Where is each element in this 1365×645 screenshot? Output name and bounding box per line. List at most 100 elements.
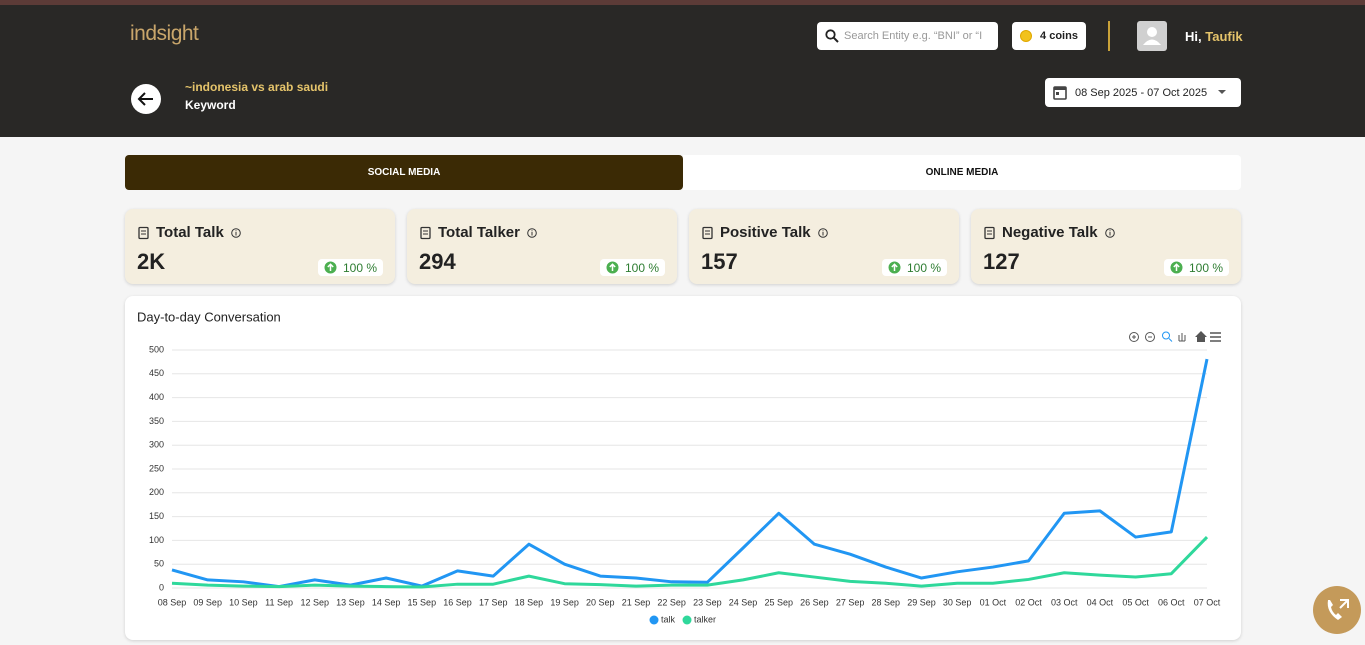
x-tick-label: 03 Oct <box>1051 597 1078 607</box>
coin-icon <box>1020 30 1033 42</box>
change-text: 100 % <box>624 260 659 275</box>
info-icon[interactable] <box>817 227 829 239</box>
series-line <box>171 358 1209 589</box>
x-tick-label: 08 Sep <box>158 597 187 607</box>
topic-type: Keyword <box>185 98 236 112</box>
back-button[interactable] <box>131 84 161 114</box>
toolbar <box>1129 331 1221 342</box>
user-name: Taufik <box>1205 29 1243 44</box>
up-icon <box>888 261 901 274</box>
up-icon <box>324 261 337 274</box>
card-title-text: Total Talk <box>156 224 224 241</box>
avatar[interactable] <box>1137 21 1167 51</box>
change-badge: 100 % <box>881 259 947 276</box>
legend-label: talk <box>661 614 676 624</box>
card-title-text: Positive Talk <box>720 224 811 241</box>
card-title: Total Talker <box>419 224 538 241</box>
x-tick-label: 15 Sep <box>408 597 437 607</box>
pan-icon[interactable] <box>1178 333 1186 342</box>
calendar-icon <box>1053 86 1067 100</box>
y-tick-label: 50 <box>154 559 164 569</box>
x-tick-label: 09 Sep <box>193 597 222 607</box>
x-tick-label: 20 Sep <box>586 597 615 607</box>
avatar-icon <box>1143 27 1161 45</box>
menu-icon[interactable] <box>1210 332 1221 342</box>
x-tick-label: 12 Sep <box>300 597 329 607</box>
x-tick-label: 23 Sep <box>693 597 722 607</box>
y-tick-label: 0 <box>159 582 164 592</box>
y-tick-label: 450 <box>149 368 164 378</box>
x-tick-label: 14 Sep <box>372 597 401 607</box>
coins-label: 4 coins <box>1040 30 1078 42</box>
zoom-in-icon[interactable] <box>1129 332 1139 342</box>
change-text: 100 % <box>906 260 941 275</box>
change-badge: 100 % <box>599 259 665 276</box>
y-tick-label: 200 <box>149 487 164 497</box>
card-value: 294 <box>419 249 456 274</box>
y-tick-label: 400 <box>149 392 164 402</box>
series-line <box>171 536 1209 589</box>
search-box[interactable]: Search Entity e.g. “BNI” or “I <box>817 22 998 50</box>
card-icon <box>420 226 431 239</box>
info-icon[interactable] <box>1104 227 1116 239</box>
zoom-out-icon[interactable] <box>1145 332 1155 342</box>
x-tick-label: 27 Sep <box>836 597 865 607</box>
x-tick-label: 26 Sep <box>800 597 829 607</box>
x-tick-label: 04 Oct <box>1087 597 1114 607</box>
tab-social-media[interactable]: SOCIAL MEDIA <box>125 155 683 190</box>
x-tick-label: 29 Sep <box>907 597 936 607</box>
x-tick-label: 30 Sep <box>943 597 972 607</box>
change-text: 100 % <box>342 260 377 275</box>
home-icon[interactable] <box>1195 331 1207 342</box>
tab-online-media[interactable]: ONLINE MEDIA <box>683 155 1241 190</box>
card-title: Positive Talk <box>701 224 829 241</box>
x-tick-label: 24 Sep <box>729 597 758 607</box>
y-tick-label: 150 <box>149 511 164 521</box>
x-tick-label: 19 Sep <box>550 597 579 607</box>
x-tick-label: 18 Sep <box>515 597 544 607</box>
card-value: 127 <box>983 249 1020 274</box>
stat-card: Positive Talk 157 100 % <box>689 209 959 284</box>
dropdown-icon <box>1218 89 1227 94</box>
back-icon <box>137 92 153 106</box>
x-tick-label: 21 Sep <box>622 597 651 607</box>
card-value: 2K <box>137 249 166 274</box>
contact-button[interactable] <box>1313 586 1361 634</box>
info-icon[interactable] <box>230 227 242 239</box>
x-tick-label: 17 Sep <box>479 597 508 607</box>
search-icon <box>825 29 839 43</box>
logo[interactable]: indsight <box>130 22 199 45</box>
card-title: Total Talk <box>137 224 242 241</box>
divider <box>1108 21 1110 51</box>
stat-card: Total Talker 294 100 % <box>407 209 677 284</box>
card-icon <box>138 226 149 239</box>
date-range: 08 Sep 2025 - 07 Oct 2025 <box>1075 86 1208 99</box>
x-tick-label: 07 Oct <box>1194 597 1221 607</box>
card-title-text: Negative Talk <box>1002 224 1098 241</box>
chart: Day-to-day Conversation 0 50 100 150 200 250 3… <box>137 309 1221 625</box>
x-tick-label: 25 Sep <box>764 597 793 607</box>
y-tick-label: 350 <box>149 416 164 426</box>
date-picker[interactable]: 08 Sep 2025 - 07 Oct 2025 <box>1045 78 1241 107</box>
x-tick-label: 11 Sep <box>265 597 293 607</box>
search-placeholder: Search Entity e.g. “BNI” or “I <box>844 30 983 42</box>
x-tick-label: 10 Sep <box>229 597 258 607</box>
info-icon[interactable] <box>526 227 538 239</box>
topic-title: ~indonesia vs arab saudi <box>185 80 329 94</box>
greeting: Hi, Taufik <box>1185 29 1243 44</box>
contact-icon <box>1327 599 1349 620</box>
legend-label: talker <box>694 614 716 624</box>
up-icon <box>1170 261 1183 274</box>
zoom-select-icon[interactable] <box>1162 331 1173 342</box>
x-tick-label: 16 Sep <box>443 597 472 607</box>
up-icon <box>606 261 619 274</box>
legend-marker <box>682 615 692 625</box>
x-tick-label: 05 Oct <box>1122 597 1149 607</box>
x-tick-label: 28 Sep <box>872 597 901 607</box>
x-tick-label: 22 Sep <box>657 597 686 607</box>
card-value: 157 <box>701 249 738 274</box>
card-title-text: Total Talker <box>438 224 520 241</box>
stat-card: Total Talk 2K 100 % <box>125 209 395 284</box>
coins-button[interactable]: 4 coins <box>1012 22 1086 50</box>
